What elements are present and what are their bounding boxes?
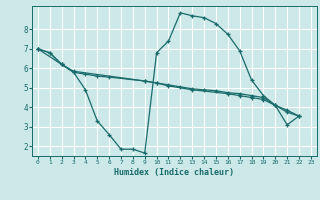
X-axis label: Humidex (Indice chaleur): Humidex (Indice chaleur) bbox=[115, 168, 234, 177]
